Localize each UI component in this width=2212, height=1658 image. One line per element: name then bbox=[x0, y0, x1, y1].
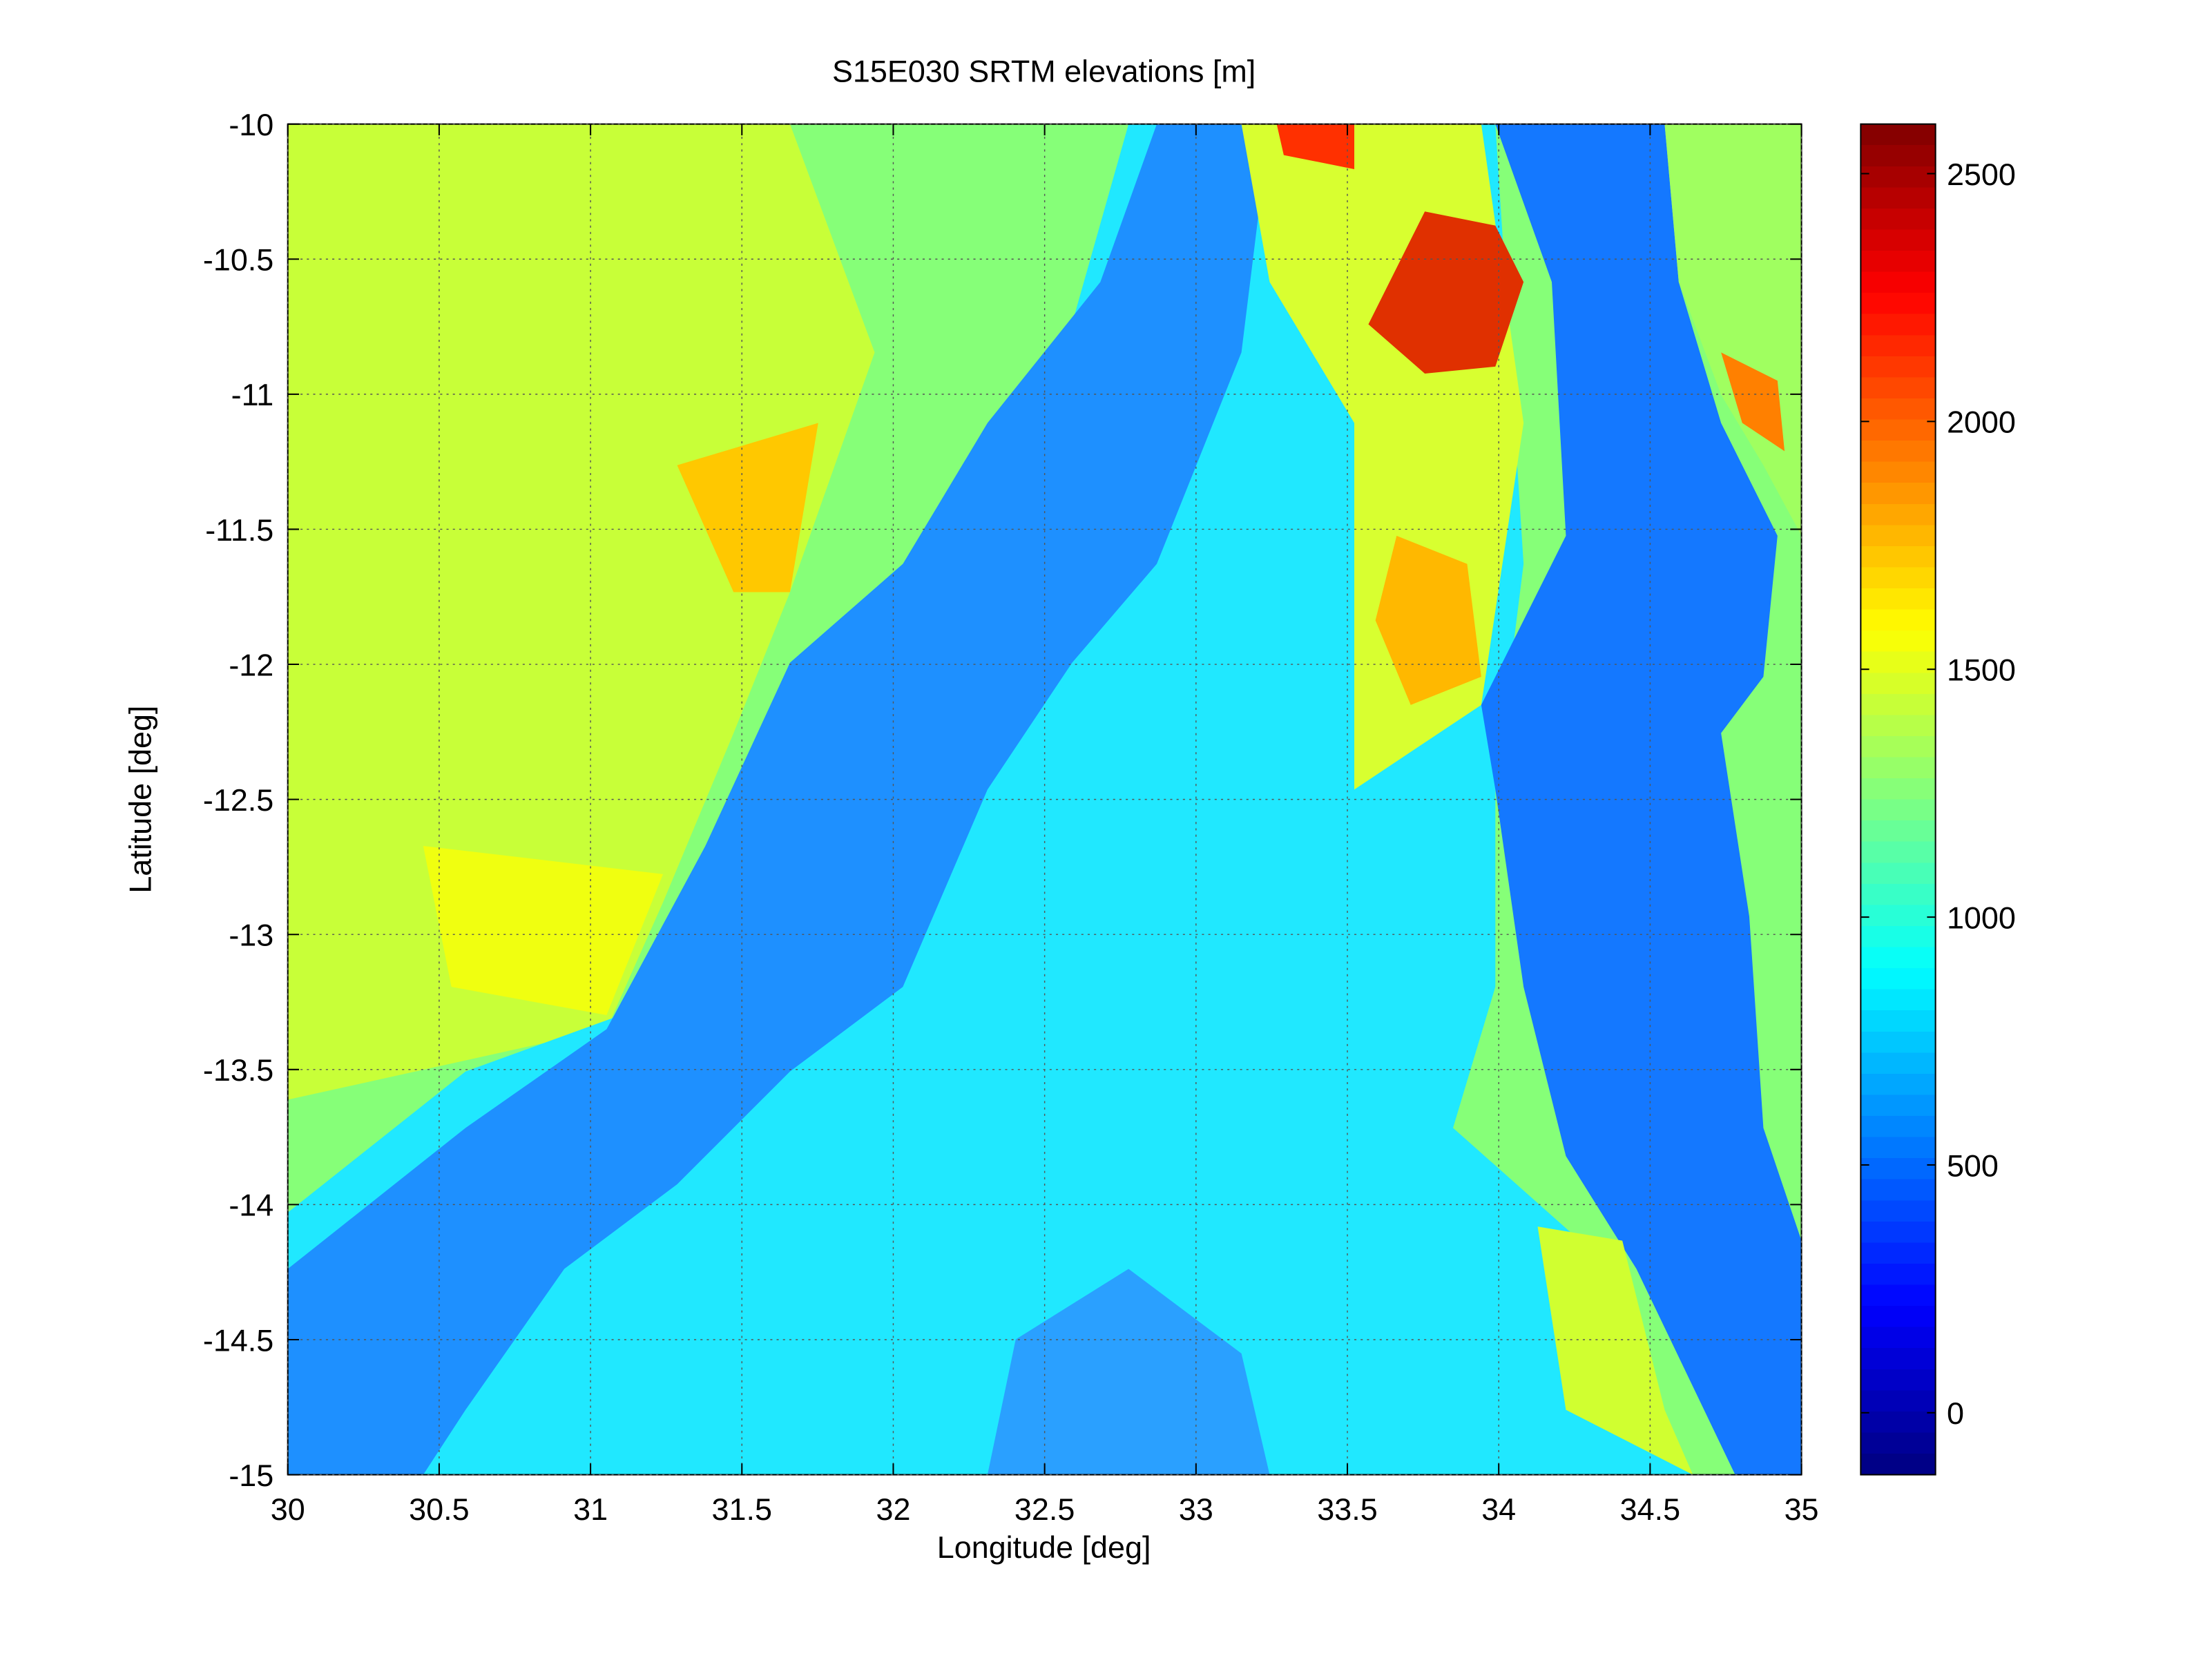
y-tick-label: -12 bbox=[229, 647, 273, 682]
x-tick-label: 33 bbox=[1179, 1492, 1213, 1527]
y-tick-label: -13 bbox=[229, 918, 273, 953]
y-tick-label: -11.5 bbox=[205, 512, 273, 548]
colorbar-tick-label: 2000 bbox=[1947, 405, 2016, 440]
colorbar-tick-label: 1000 bbox=[1947, 900, 2016, 935]
x-tick-label: 35 bbox=[1785, 1492, 1819, 1527]
y-axis-label: Latitude [deg] bbox=[123, 706, 158, 894]
x-tick-label: 31.5 bbox=[712, 1492, 772, 1527]
x-tick-label: 31 bbox=[573, 1492, 608, 1527]
y-tick-label: -12.5 bbox=[203, 782, 273, 818]
x-tick-label: 30.5 bbox=[409, 1492, 469, 1527]
y-tick-label: -10.5 bbox=[203, 242, 273, 278]
colorbar-tick-label: 0 bbox=[1947, 1396, 1964, 1431]
y-tick-label: -10 bbox=[229, 107, 273, 142]
x-tick-label: 34 bbox=[1481, 1492, 1516, 1527]
x-tick-label: 34.5 bbox=[1620, 1492, 1680, 1527]
x-tick-label: 32.5 bbox=[1014, 1492, 1075, 1527]
y-tick-label: -13.5 bbox=[203, 1052, 273, 1088]
x-tick-label: 32 bbox=[876, 1492, 910, 1527]
y-tick-label: -15 bbox=[229, 1458, 273, 1493]
x-tick-label: 30 bbox=[271, 1492, 305, 1527]
y-tick-label: -14.5 bbox=[203, 1322, 273, 1358]
colorbar-tick-label: 1500 bbox=[1947, 653, 2016, 688]
colorbar-tick-label: 500 bbox=[1947, 1148, 1999, 1183]
x-axis-label: Longitude [deg] bbox=[937, 1530, 1151, 1565]
chart-title: S15E030 SRTM elevations [m] bbox=[832, 53, 1256, 88]
y-tick-label: -11 bbox=[231, 377, 274, 412]
colorbar-tick-label: 2500 bbox=[1947, 157, 2016, 192]
y-tick-label: -14 bbox=[229, 1188, 273, 1223]
colorbar bbox=[1860, 123, 1936, 1476]
x-tick-label: 33.5 bbox=[1317, 1492, 1377, 1527]
